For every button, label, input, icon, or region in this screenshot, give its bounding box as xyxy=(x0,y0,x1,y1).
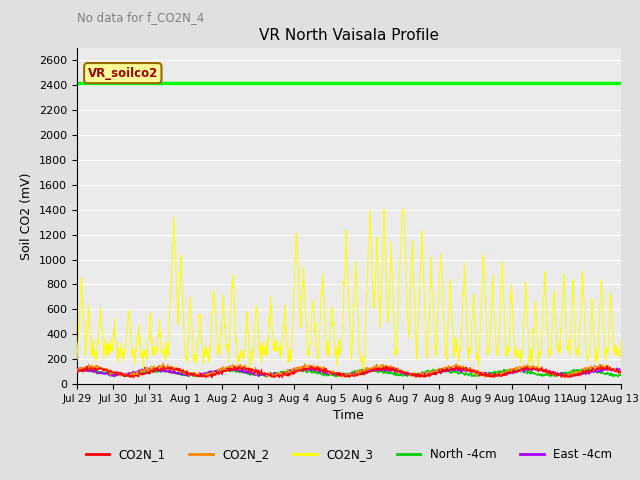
Text: No data for f_CO2N_4: No data for f_CO2N_4 xyxy=(77,11,204,24)
Y-axis label: Soil CO2 (mV): Soil CO2 (mV) xyxy=(20,172,33,260)
X-axis label: Time: Time xyxy=(333,409,364,422)
Legend: CO2N_1, CO2N_2, CO2N_3, North -4cm, East -4cm: CO2N_1, CO2N_2, CO2N_3, North -4cm, East… xyxy=(81,444,617,466)
Text: VR_soilco2: VR_soilco2 xyxy=(88,67,158,80)
Title: VR North Vaisala Profile: VR North Vaisala Profile xyxy=(259,28,439,43)
